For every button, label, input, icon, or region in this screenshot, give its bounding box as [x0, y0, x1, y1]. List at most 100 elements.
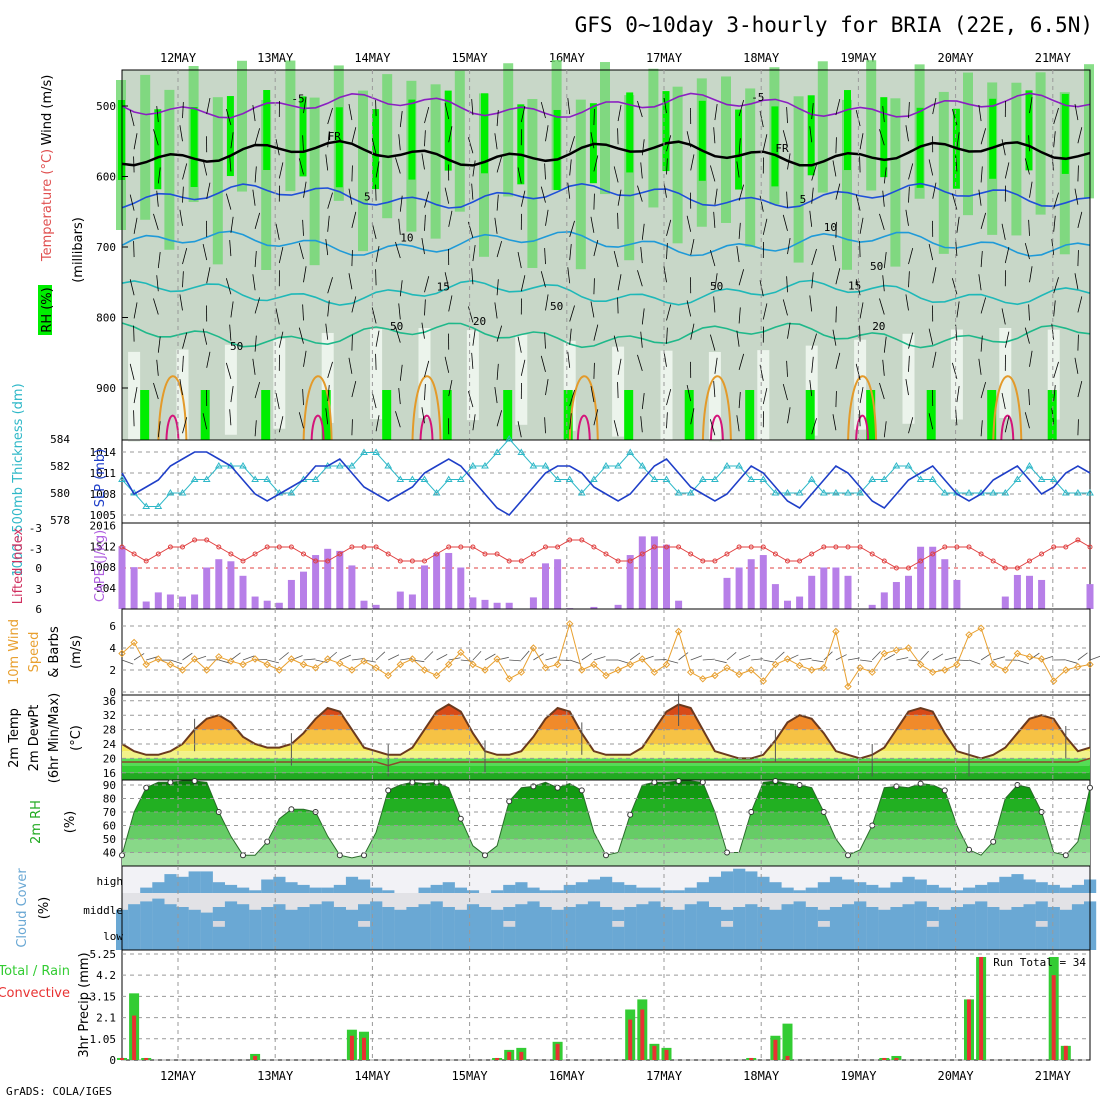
- thickness-point: [965, 489, 973, 496]
- cloud-bar: [479, 921, 492, 950]
- lifted-index-point: [397, 558, 403, 564]
- cloud-bar: [648, 887, 661, 893]
- wind-barb: [762, 387, 768, 405]
- temp-tick: 24: [103, 738, 117, 751]
- surface-wind-barb: [860, 659, 873, 662]
- wind-barb: [520, 359, 526, 376]
- rh-point: [603, 852, 609, 859]
- wind-barb: [709, 249, 716, 267]
- wind-barb: [782, 383, 788, 401]
- cloud-bar: [333, 907, 346, 921]
- wind-barb: [980, 297, 987, 314]
- wind-barb: [713, 296, 716, 313]
- wind-barb: [787, 322, 791, 339]
- lifted-index-point: [180, 544, 185, 550]
- cape-bar: [215, 559, 223, 609]
- wind-speed-point: [771, 660, 780, 669]
- cloud-bar: [152, 898, 165, 921]
- thickness-point: [565, 475, 574, 482]
- wind-speed-point: [481, 666, 489, 674]
- surface-wind-barb: [896, 657, 909, 661]
- wind-barb: [641, 393, 645, 410]
- wind-barb: [883, 252, 887, 269]
- wind-barb: [593, 193, 595, 210]
- cloud-bar: [817, 882, 830, 893]
- contour-label: 5: [364, 191, 371, 204]
- cape-bar: [154, 592, 162, 609]
- cloud-bar: [793, 901, 806, 921]
- surface-wind-barb: [932, 653, 944, 661]
- rh-fill-dry: [273, 338, 286, 429]
- wind-barb: [1053, 215, 1056, 232]
- wind-barb: [540, 101, 546, 119]
- wind-barb: [206, 182, 211, 199]
- wind-barb: [467, 306, 474, 323]
- cloud-bar: [1071, 884, 1085, 893]
- wind-barb: [709, 165, 716, 182]
- wind-barb: [1029, 266, 1033, 283]
- lifted-index-point: [1087, 544, 1093, 550]
- wind-barb: [157, 336, 161, 353]
- lifted-index-point: [651, 544, 657, 550]
- precip-convective-bar: [640, 1009, 645, 1060]
- wind-barb: [254, 166, 257, 183]
- cloud-bar: [345, 921, 359, 950]
- wind-barb: [351, 250, 353, 267]
- wind-barb: [593, 239, 599, 257]
- wind-barb: [613, 250, 619, 268]
- thickness-point: [432, 489, 441, 496]
- wind-barb: [254, 251, 257, 268]
- cloud-bar: [370, 921, 383, 950]
- cloud-bar: [624, 907, 637, 921]
- precip-convective-bar: [362, 1037, 366, 1060]
- top-date-label: 20MAY: [938, 51, 975, 65]
- wind-barb: [351, 165, 353, 182]
- lifted-index-point: [349, 544, 355, 550]
- wind-speed-point: [202, 666, 211, 674]
- rh-label: 50: [710, 280, 723, 293]
- cape-bar: [1013, 574, 1021, 609]
- cloud-bar: [975, 884, 988, 893]
- cloud-bar: [866, 884, 879, 893]
- precip-convective-bar: [519, 1051, 524, 1060]
- wind-barb: [351, 380, 357, 398]
- wind-barb: [641, 223, 645, 240]
- cloud-bar: [333, 921, 346, 950]
- wind-barb: [153, 298, 159, 315]
- wind-speed-point: [711, 671, 719, 680]
- lifted-index-point: [639, 551, 645, 557]
- rh-point: [264, 838, 271, 845]
- surface-wind-barb: [121, 659, 134, 665]
- rh-fill-moist: [600, 62, 610, 195]
- cloud-bar: [418, 921, 431, 950]
- cape-bar: [626, 555, 634, 609]
- rh-point: [627, 811, 634, 818]
- lifted-index-point: [409, 558, 415, 564]
- cape-bar: [614, 604, 622, 609]
- cloud-bar: [660, 890, 673, 893]
- lifted-index-point: [785, 558, 790, 564]
- wind-speed-point: [989, 660, 997, 669]
- cloud-bar: [793, 921, 806, 950]
- cloud-bar: [1059, 909, 1072, 921]
- lifted-index-point: [143, 558, 149, 564]
- cloud-level-label: low: [103, 930, 123, 943]
- wind-barb: [179, 125, 183, 142]
- temp-band: [122, 772, 1090, 780]
- wind-barb: [590, 385, 595, 403]
- cloud-bar: [708, 876, 722, 893]
- wind-speed-point: [1049, 677, 1058, 685]
- wind-barb: [303, 350, 307, 367]
- wind-barb: [1074, 273, 1079, 290]
- thickness-point: [698, 475, 707, 482]
- cloud-bar: [176, 876, 189, 893]
- wind-speed-point: [493, 655, 501, 663]
- wind-barb: [928, 243, 934, 261]
- lifted-index-point: [893, 565, 899, 571]
- rh-fill-saturated: [226, 96, 234, 177]
- thickness-point: [1074, 489, 1082, 496]
- wind-barb: [787, 153, 791, 170]
- thickness-point: [868, 475, 877, 482]
- lifted-index-point: [373, 544, 379, 550]
- surface-wind-barb: [279, 652, 289, 661]
